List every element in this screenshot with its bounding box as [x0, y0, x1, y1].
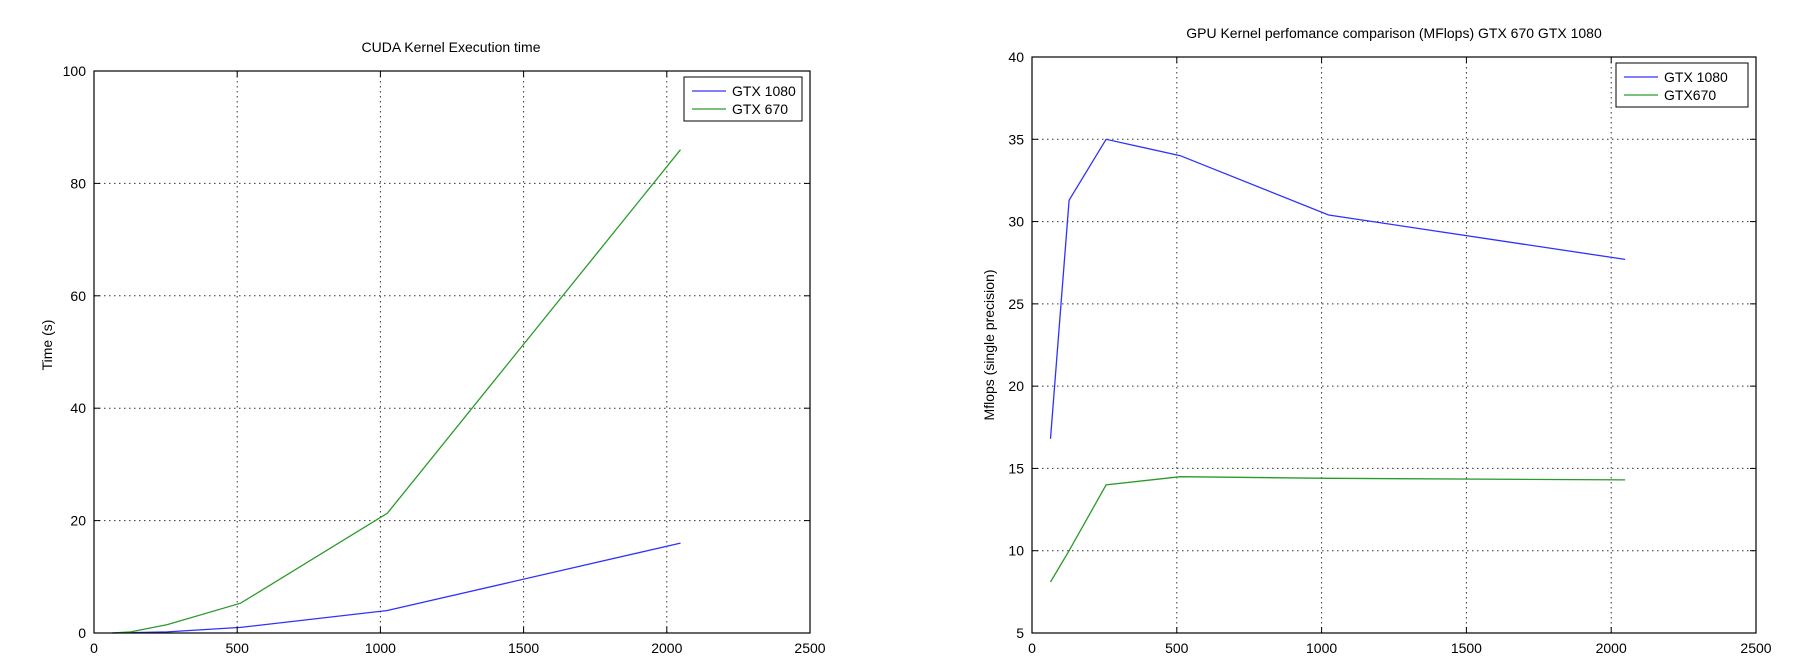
plot-series: [1049, 138, 1626, 583]
y-tick-label: 100: [63, 63, 87, 79]
x-tick-label: 2000: [651, 640, 682, 656]
x-tick-label: 0: [1028, 640, 1036, 656]
y-tick-label: 40: [70, 400, 86, 416]
plot-frame: [93, 70, 811, 634]
y-tick-label: 80: [70, 175, 86, 191]
execution-time-chart: CUDA Kernel Execution time Time (s) 0 500…: [39, 39, 826, 656]
chart-title: CUDA Kernel Execution time: [362, 39, 541, 55]
plot-series: [112, 149, 682, 634]
y-tick-label: 35: [1008, 131, 1024, 147]
y-tick-label: 5: [1016, 625, 1024, 641]
axis-ticks: 0 500 1000 1500 2000 2500 5 10 15 20 25 30 35 40: [1008, 49, 1771, 656]
legend: GTX 1080 GTX 670: [683, 76, 803, 122]
x-tick-label: 500: [226, 640, 250, 656]
y-tick-label: 30: [1008, 214, 1024, 230]
y-tick-label: 0: [78, 625, 86, 641]
x-tick-label: 500: [1165, 640, 1189, 656]
x-tick-label: 1000: [1306, 640, 1337, 656]
legend-entry: GTX 670: [732, 101, 788, 117]
x-tick-label: 1000: [365, 640, 396, 656]
legend-entry: GTX 1080: [732, 83, 796, 99]
legend-entry: GTX670: [1664, 87, 1716, 103]
y-axis-label: Mflops (single precision): [981, 270, 997, 421]
legend-box: [1615, 62, 1749, 108]
y-tick-label: 20: [1008, 378, 1024, 394]
y-tick-label: 20: [70, 513, 86, 529]
series-line-gtx-670: [112, 149, 682, 634]
legend-box: [683, 76, 803, 122]
x-tick-label: 2000: [1596, 640, 1627, 656]
chart-title: GPU Kernel perfomance comparison (MFlops…: [1186, 25, 1602, 41]
series-line-gtx-1080: [1049, 138, 1626, 439]
plot-frame: [1031, 56, 1757, 634]
series-line-gtx670: [1049, 476, 1626, 583]
axis-ticks: 0 500 1000 1500 2000 2500 0 20 40 60 80 100: [63, 63, 826, 656]
y-tick-label: 15: [1008, 460, 1024, 476]
legend: GTX 1080 GTX670: [1615, 62, 1749, 108]
y-tick-label: 60: [70, 288, 86, 304]
grid-lines: [1032, 57, 1756, 633]
x-tick-label: 1500: [508, 640, 539, 656]
series-line-gtx-1080: [112, 542, 681, 634]
x-tick-label: 1500: [1451, 640, 1482, 656]
grid-lines: [94, 71, 810, 633]
mflops-comparison-chart: GPU Kernel perfomance comparison (MFlops…: [981, 25, 1772, 656]
x-tick-label: 2500: [794, 640, 825, 656]
y-axis-label: Time (s): [39, 320, 55, 371]
legend-entry: GTX 1080: [1664, 69, 1728, 85]
y-tick-label: 40: [1008, 49, 1024, 65]
x-tick-label: 0: [90, 640, 98, 656]
x-tick-label: 2500: [1740, 640, 1771, 656]
y-tick-label: 25: [1008, 296, 1024, 312]
y-tick-label: 10: [1008, 543, 1024, 559]
